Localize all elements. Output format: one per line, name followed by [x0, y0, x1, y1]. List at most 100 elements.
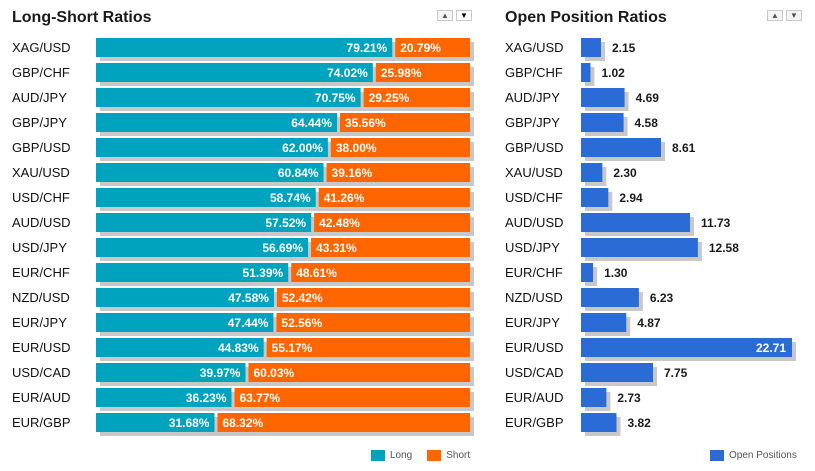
- short-value-label: 42.48%: [319, 216, 360, 230]
- open-position-sort-control: ▲ ▼: [767, 10, 802, 21]
- long-bar: [96, 213, 312, 232]
- open-position-bar: [581, 138, 661, 157]
- long-short-title: Long-Short Ratios: [12, 9, 152, 26]
- sort-down-icon[interactable]: ▼: [456, 10, 472, 21]
- short-value-label: 52.56%: [281, 316, 322, 330]
- long-bar: [96, 363, 246, 382]
- open-position-bar: [581, 188, 609, 207]
- category-label: AUD/JPY: [12, 90, 67, 105]
- open-position-value-label: 2.15: [612, 41, 636, 55]
- category-label: USD/JPY: [505, 240, 560, 255]
- long-value-label: 62.00%: [282, 141, 323, 155]
- long-value-label: 31.68%: [169, 416, 210, 430]
- long-value-label: 39.97%: [200, 366, 241, 380]
- category-label: EUR/AUD: [505, 390, 564, 405]
- category-label: XAU/USD: [12, 165, 70, 180]
- sort-down-icon[interactable]: ▼: [786, 10, 802, 21]
- legend-swatch-open-positions: [710, 450, 724, 461]
- short-value-label: 63.77%: [240, 391, 281, 405]
- long-value-label: 47.58%: [228, 291, 269, 305]
- long-bar: [96, 138, 328, 157]
- long-value-label: 57.52%: [265, 216, 306, 230]
- open-position-value-label: 4.69: [636, 91, 660, 105]
- open-position-value-label: 6.23: [650, 291, 674, 305]
- open-position-value-label: 4.87: [637, 316, 661, 330]
- open-position-bar: [581, 113, 624, 132]
- category-label: AUD/USD: [12, 215, 71, 230]
- long-bar: [96, 63, 373, 82]
- category-label: AUD/JPY: [505, 90, 560, 105]
- open-position-title: Open Position Ratios: [505, 9, 667, 26]
- long-value-label: 70.75%: [315, 91, 356, 105]
- short-value-label: 68.32%: [222, 416, 263, 430]
- category-label: AUD/USD: [505, 215, 564, 230]
- short-bar: [330, 138, 470, 157]
- open-position-legend: Open Positions: [710, 450, 797, 461]
- category-label: USD/CAD: [12, 365, 71, 380]
- open-position-panel: Open Position Ratios ▲ ▼ XAG/USD GBP/CHF A…: [490, 0, 815, 471]
- long-value-label: 60.84%: [278, 166, 319, 180]
- long-value-label: 44.83%: [218, 341, 259, 355]
- category-label: USD/CHF: [12, 190, 70, 205]
- open-position-value-label: 4.58: [635, 116, 659, 130]
- long-value-label: 36.23%: [186, 391, 227, 405]
- open-position-bar: [581, 313, 627, 332]
- short-bar: [340, 113, 470, 132]
- short-bar: [248, 363, 470, 382]
- long-value-label: 79.21%: [347, 41, 388, 55]
- short-value-label: 48.61%: [296, 266, 337, 280]
- long-bar: [96, 113, 338, 132]
- open-position-bar: [581, 238, 698, 257]
- long-value-label: 58.74%: [270, 191, 311, 205]
- short-bar: [326, 163, 470, 182]
- short-value-label: 60.03%: [253, 366, 294, 380]
- open-position-bar: [581, 163, 603, 182]
- short-value-label: 38.00%: [336, 141, 377, 155]
- open-position-value-label: 7.75: [664, 366, 688, 380]
- category-label: EUR/JPY: [505, 315, 560, 330]
- sort-up-icon[interactable]: ▲: [437, 10, 453, 21]
- open-position-value-label: 1.02: [601, 66, 625, 80]
- long-short-panel: Long-Short Ratios ▲ ▼ XAG/USD GBP/CHF AUD/…: [12, 9, 474, 461]
- short-value-label: 20.79%: [400, 41, 441, 55]
- open-position-chart: 2.15 1.02 4.69 4.58 8.61 2.30 2.94 11.73 12.58 1.…: [581, 38, 796, 436]
- category-label: EUR/AUD: [12, 390, 71, 405]
- long-bar: [96, 388, 232, 407]
- short-bar: [314, 213, 470, 232]
- short-bar: [363, 88, 470, 107]
- short-bar: [266, 338, 470, 357]
- category-label: GBP/USD: [505, 140, 564, 155]
- long-short-sort-control: ▲ ▼: [437, 10, 472, 21]
- short-value-label: 25.98%: [381, 66, 422, 80]
- long-value-label: 64.44%: [291, 116, 332, 130]
- open-position-bar: [581, 88, 625, 107]
- legend-label-open-positions: Open Positions: [729, 450, 797, 461]
- long-bar: [96, 88, 361, 107]
- long-bar: [96, 263, 289, 282]
- short-value-label: 29.25%: [369, 91, 410, 105]
- short-value-label: 41.26%: [324, 191, 365, 205]
- legend-swatch-long: [371, 450, 385, 461]
- long-bar: [96, 288, 274, 307]
- category-label: EUR/JPY: [12, 315, 67, 330]
- category-label: GBP/USD: [12, 140, 71, 155]
- sort-up-icon[interactable]: ▲: [767, 10, 783, 21]
- category-label: EUR/CHF: [505, 265, 563, 280]
- category-label: EUR/USD: [505, 340, 564, 355]
- category-label: EUR/USD: [12, 340, 71, 355]
- short-bar: [234, 388, 470, 407]
- short-value-label: 35.56%: [345, 116, 386, 130]
- open-position-bar: [581, 38, 601, 57]
- long-short-chart: 79.21% 20.79% 74.02% 25.98% 70.75% 29.25% 64.4…: [96, 38, 474, 436]
- open-position-value-label: 12.58: [709, 241, 739, 255]
- long-short-legend: Long Short: [371, 450, 470, 461]
- open-position-value-label: 3.82: [627, 416, 651, 430]
- category-label: GBP/CHF: [12, 65, 70, 80]
- short-bar: [395, 38, 470, 57]
- category-label: USD/CHF: [505, 190, 563, 205]
- category-label: NZD/USD: [12, 290, 70, 305]
- category-label: XAU/USD: [505, 165, 563, 180]
- short-bar: [291, 263, 470, 282]
- category-label: EUR/GBP: [12, 415, 71, 430]
- category-label: EUR/CHF: [12, 265, 70, 280]
